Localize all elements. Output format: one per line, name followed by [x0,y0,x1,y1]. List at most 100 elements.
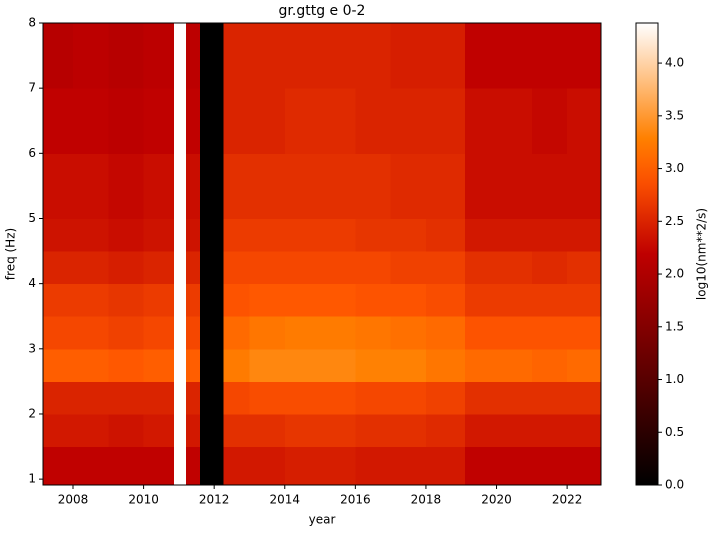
heatmap-cell [567,283,602,317]
chart-title: gr.gttg e 0-2 [279,3,366,19]
heatmap-cell [464,348,498,382]
heatmap-cell [143,23,175,89]
heatmap-cell [223,381,250,415]
heatmap-cell [43,381,74,415]
y-tick-label: 7 [28,81,36,95]
heatmap-cell [43,446,74,486]
heatmap-cell [73,413,109,448]
heatmap-cell [567,413,602,448]
heatmap-cell [200,88,225,154]
colorbar-label: log10(nm**2/s) [695,208,709,300]
heatmap-cell [108,251,145,285]
heatmap-cell [223,218,250,252]
heatmap-cell [173,283,187,317]
heatmap-cell [185,381,201,415]
heatmap-cell [320,283,356,317]
heatmap-cell [567,23,602,89]
heatmap-cell [531,283,568,317]
heatmap-cell [173,348,187,382]
heatmap-cell [73,381,109,415]
heatmap-cell [73,251,109,285]
plot-frame [42,22,602,486]
heatmap-cell [223,348,250,382]
heatmap-cell [223,446,250,486]
heatmap-cell [425,316,466,350]
heatmap-cell [223,251,250,285]
heatmap-cell [531,218,568,252]
heatmap-cell [531,316,568,350]
heatmap-cell [320,316,356,350]
heatmap-cell [249,283,286,317]
heatmap-cell [464,23,498,89]
heatmap-cell [464,381,498,415]
heatmap-cell [249,23,286,89]
heatmap-cell [496,316,533,350]
heatmap-cell [73,218,109,252]
heatmap-cell [108,23,145,89]
heatmap-cell [425,446,466,486]
heatmap-cell [567,348,602,382]
heatmap-cell [464,446,498,486]
heatmap-cell [284,381,321,415]
heatmap-cell [73,348,109,382]
heatmap-cell [390,348,427,382]
heatmap-cell [185,446,201,486]
x-tick-label: 2010 [128,493,159,507]
heatmap-cell [496,153,533,219]
heatmap-cell [355,218,392,252]
heatmap-cell [200,218,225,252]
x-tick-label: 2016 [340,493,371,507]
heatmap-cell [108,381,145,415]
heatmap-cell [567,251,602,285]
heatmap-cell [464,251,498,285]
heatmap-cell [320,218,356,252]
x-tick-label: 2022 [552,493,583,507]
heatmap-cell [284,23,321,89]
x-axis-label: year [309,513,336,527]
heatmap-cell [223,283,250,317]
heatmap-cell [390,251,427,285]
heatmap-cell [200,251,225,285]
heatmap-cell [249,381,286,415]
heatmap-cell [355,381,392,415]
heatmap-cell [464,153,498,219]
colorbar-tick-label: 4.0 [665,56,684,70]
colorbar-tick-label: 3.0 [665,161,684,175]
heatmap-cell [200,316,225,350]
heatmap-cell [185,348,201,382]
heatmap-cell [496,446,533,486]
heatmap-cell [531,348,568,382]
heatmap-cell [355,88,392,154]
heatmap-cell [355,153,392,219]
heatmap-cell [390,316,427,350]
heatmap-cell [143,251,175,285]
heatmap-cell [496,283,533,317]
heatmap-cell [567,446,602,486]
heatmap-cell [108,446,145,486]
heatmap-cell [284,283,321,317]
heatmap-cell [200,413,225,448]
heatmap-cell [108,218,145,252]
heatmap-cell [173,23,187,89]
heatmap-cell [320,153,356,219]
heatmap-cell [43,413,74,448]
heatmap-cell [200,23,225,89]
heatmap-cell [143,316,175,350]
heatmap-cell [425,251,466,285]
heatmap-cell [223,413,250,448]
heatmap-cell [223,23,250,89]
heatmap-cell [143,413,175,448]
heatmap-cell [531,413,568,448]
heatmap-cell [223,88,250,154]
heatmap-cell [108,153,145,219]
heatmap-cell [390,23,427,89]
colorbar-tick-label: 2.0 [665,267,684,281]
heatmap-cell [390,381,427,415]
heatmap-cell [173,153,187,219]
heatmap-cell [390,283,427,317]
heatmap-cell [425,348,466,382]
heatmap-cell [73,153,109,219]
heatmap-cell [320,348,356,382]
heatmap-cell [200,283,225,317]
heatmap-cell [425,23,466,89]
